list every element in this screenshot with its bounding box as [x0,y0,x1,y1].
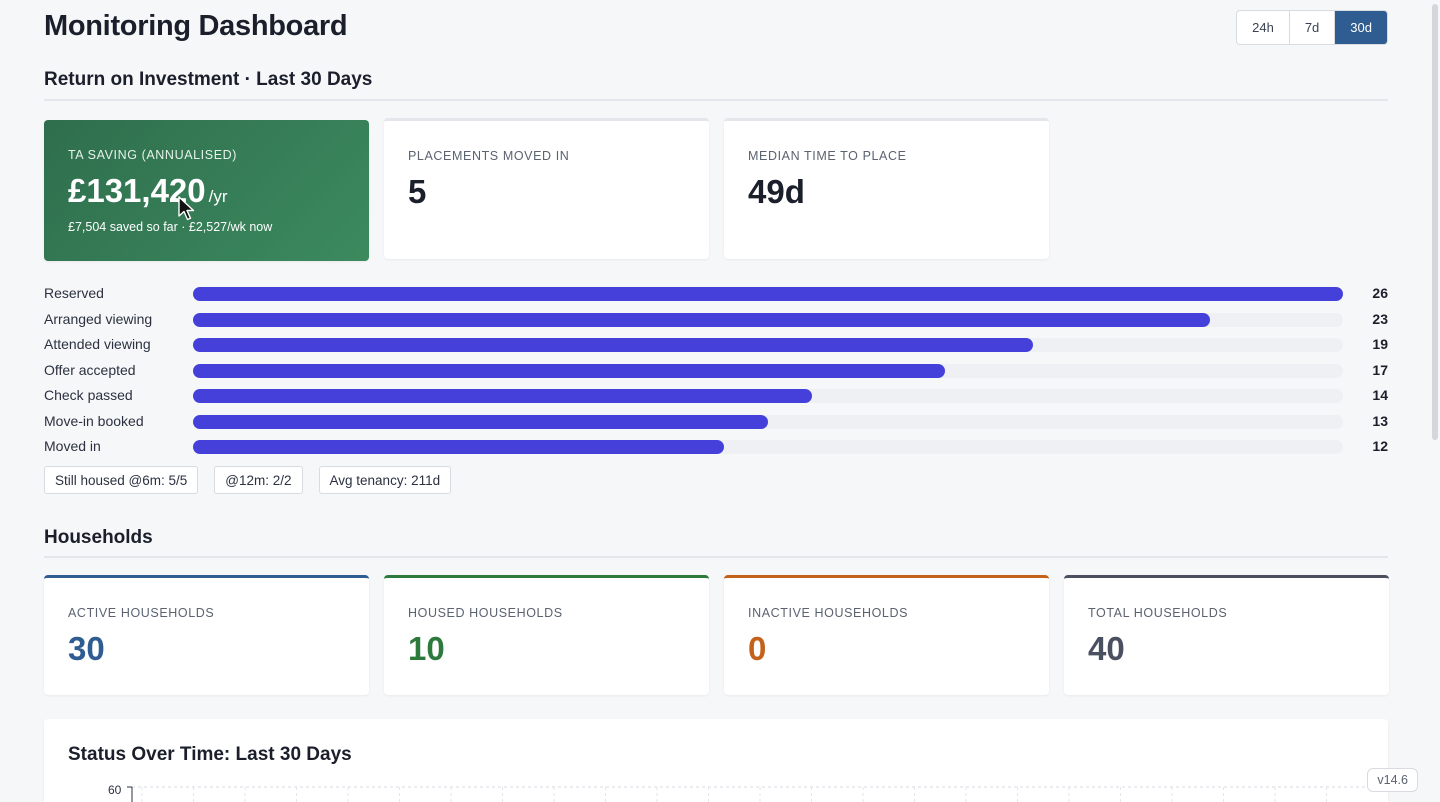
total-households-value: 40 [1088,630,1125,667]
funnel-track [193,287,1343,301]
total-households-label: TOTAL HOUSEHOLDS [1088,606,1228,620]
status-chart-title: Status Over Time: Last 30 Days [68,744,352,765]
funnel-stage-label: Move-in booked [44,413,144,429]
funnel-bar [193,313,1211,327]
housed-households-label: HOUSED HOUSEHOLDS [408,606,563,620]
households-section-divider [44,556,1388,558]
funnel-stage-label: Reserved [44,285,104,301]
median-time-label: MEDIAN TIME TO PLACE [748,149,907,163]
active-households-value: 30 [68,630,105,667]
active-households-label: ACTIVE HOUSEHOLDS [68,606,215,620]
funnel-stage-label: Arranged viewing [44,311,153,327]
housed-households-value: 10 [408,630,445,667]
housed-12m-chip: @12m: 2/2 [214,466,303,494]
funnel-bar [193,338,1034,352]
households-section-title: Households [44,527,153,548]
funnel-track [193,338,1343,352]
funnel-track [193,313,1343,327]
median-time-value: 49d [748,173,805,210]
funnel-bar [193,389,813,403]
median-time-card: MEDIAN TIME TO PLACE 49d [724,118,1049,259]
funnel-row: Check passed 14 [44,386,1388,406]
funnel-row: Arranged viewing 23 [44,310,1388,330]
funnel-stage-count: 14 [1372,387,1388,403]
status-over-time-chart: Status Over Time: Last 30 Days 60 [44,719,1388,802]
roi-section-divider [44,99,1388,101]
range-24h-button[interactable]: 24h [1237,11,1290,44]
funnel-stage-label: Check passed [44,387,133,403]
funnel-stage-count: 26 [1372,285,1388,301]
ta-saving-value: £131,420/yr [68,172,228,210]
housed-households-card: HOUSED HOUSEHOLDS 10 [384,575,709,695]
funnel-bar [193,440,724,454]
funnel-bar [193,415,768,429]
funnel-row: Move-in booked 13 [44,412,1388,432]
retention-chips: Still housed @6m: 5/5 @12m: 2/2 Avg tena… [44,466,452,494]
funnel-bar [193,364,945,378]
funnel-stage-count: 17 [1372,362,1388,378]
inactive-households-card: INACTIVE HOUSEHOLDS 0 [724,575,1049,695]
placements-card: PLACEMENTS MOVED IN 5 [384,118,709,259]
funnel-row: Moved in 12 [44,437,1388,457]
funnel-track [193,440,1343,454]
avg-tenancy-chip: Avg tenancy: 211d [318,466,452,494]
funnel-stage-label: Offer accepted [44,362,136,378]
inactive-households-label: INACTIVE HOUSEHOLDS [748,606,909,620]
funnel-stage-count: 12 [1372,438,1388,454]
funnel-row: Attended viewing 19 [44,335,1388,355]
total-households-card: TOTAL HOUSEHOLDS 40 [1064,575,1389,695]
ta-saving-unit: /yr [208,187,228,206]
funnel-stage-count: 23 [1372,311,1388,327]
range-7d-button[interactable]: 7d [1290,11,1336,44]
time-range-selector: 24h 7d 30d [1236,10,1388,45]
page-scrollbar[interactable] [1432,4,1438,440]
ta-saving-card: TA SAVING (ANNUALISED) £131,420/yr £7,50… [44,120,369,261]
funnel-track [193,415,1343,429]
funnel-stage-label: Moved in [44,438,101,454]
version-badge: v14.6 [1367,768,1418,792]
roi-section-title: Return on Investment · Last 30 Days [44,69,373,90]
ta-saving-label: TA SAVING (ANNUALISED) [68,148,238,162]
placements-label: PLACEMENTS MOVED IN [408,149,570,163]
range-30d-button[interactable]: 30d [1335,11,1387,44]
page-title: Monitoring Dashboard [44,10,348,42]
funnel-track [193,364,1343,378]
funnel-stage-count: 19 [1372,336,1388,352]
active-households-card: ACTIVE HOUSEHOLDS 30 [44,575,369,695]
y-axis-tick-label: 60 [108,783,122,797]
mouse-cursor-icon [178,196,195,221]
placements-value: 5 [408,173,427,210]
funnel-stage-label: Attended viewing [44,336,151,352]
still-housed-6m-chip: Still housed @6m: 5/5 [44,466,199,494]
funnel-bar [193,287,1343,301]
header: Monitoring Dashboard 24h 7d 30d [44,10,1388,46]
status-chart-gridlines [127,786,1374,802]
funnel-stage-count: 13 [1372,413,1388,429]
funnel-row: Offer accepted 17 [44,361,1388,381]
inactive-households-value: 0 [748,630,767,667]
funnel-row: Reserved 26 [44,284,1388,304]
funnel-track [193,389,1343,403]
ta-saving-subtext: £7,504 saved so far · £2,527/wk now [68,220,273,234]
